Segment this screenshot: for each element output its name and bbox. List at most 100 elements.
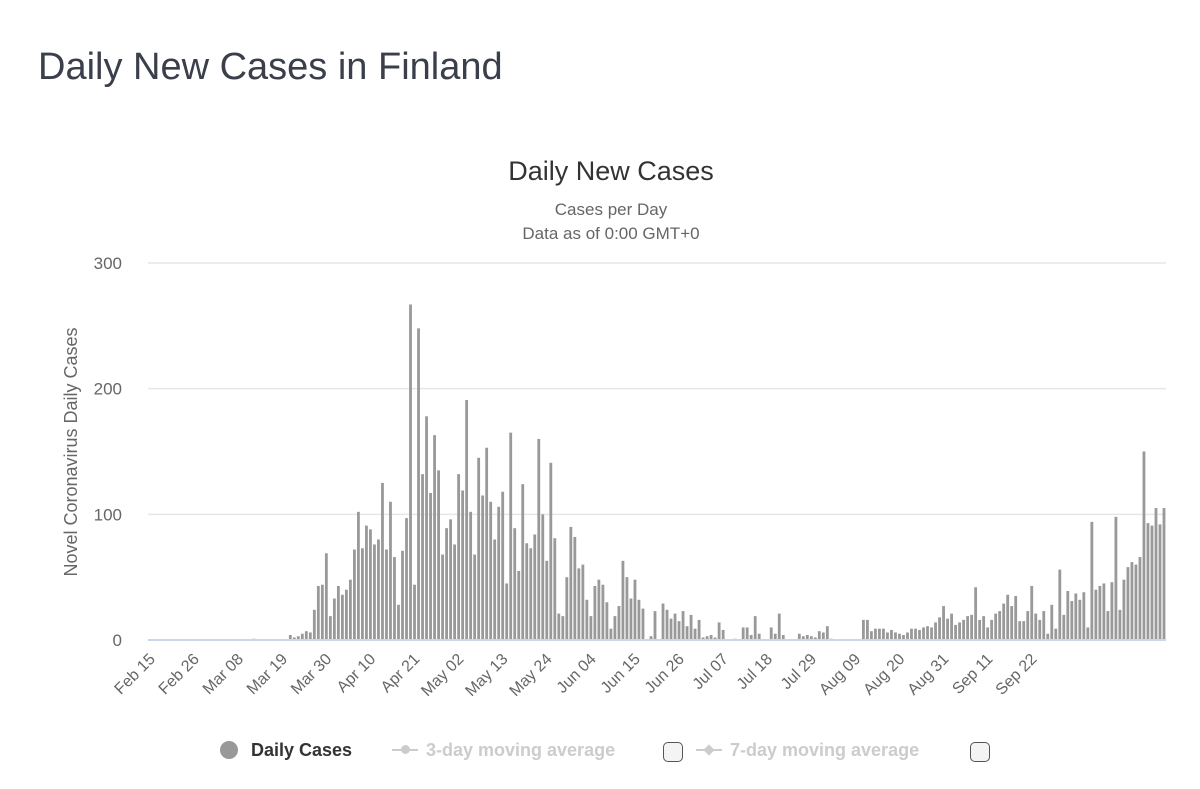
bar[interactable] — [393, 557, 396, 640]
bar[interactable] — [589, 616, 593, 640]
bar[interactable] — [629, 598, 633, 640]
bar[interactable] — [721, 629, 725, 640]
bar[interactable] — [709, 634, 713, 640]
bar[interactable] — [894, 632, 897, 640]
bar[interactable] — [1122, 579, 1126, 640]
bar[interactable] — [1158, 524, 1162, 640]
bar[interactable] — [938, 617, 941, 640]
bar[interactable] — [805, 634, 809, 640]
bar[interactable] — [1062, 614, 1066, 640]
bar[interactable] — [874, 628, 877, 640]
bar[interactable] — [529, 548, 533, 640]
bar[interactable] — [1126, 567, 1130, 640]
bar[interactable] — [773, 633, 777, 640]
bar[interactable] — [328, 616, 332, 640]
bar[interactable] — [982, 616, 986, 640]
bar[interactable] — [906, 632, 909, 640]
legend-daily-cases[interactable]: Daily Cases — [220, 735, 352, 765]
bar[interactable] — [365, 525, 368, 640]
bar[interactable] — [1002, 603, 1006, 640]
bar[interactable] — [1018, 621, 1022, 640]
bar[interactable] — [469, 511, 473, 640]
bar[interactable] — [958, 622, 961, 640]
bar[interactable] — [1102, 583, 1106, 640]
bar[interactable] — [801, 636, 805, 640]
bar[interactable] — [296, 636, 300, 640]
bar[interactable] — [348, 579, 352, 640]
bar[interactable] — [493, 539, 497, 640]
bar[interactable] — [288, 634, 292, 640]
bar[interactable] — [505, 583, 509, 640]
bar[interactable] — [757, 633, 761, 640]
bar[interactable] — [882, 628, 885, 640]
bar[interactable] — [304, 631, 308, 640]
bar[interactable] — [377, 539, 380, 640]
bar[interactable] — [429, 492, 432, 640]
bar[interactable] — [661, 603, 665, 640]
bar[interactable] — [1118, 609, 1122, 640]
bar[interactable] — [1146, 523, 1150, 640]
bar[interactable] — [1098, 585, 1102, 640]
bar[interactable] — [605, 602, 609, 640]
bar[interactable] — [565, 577, 569, 640]
bar[interactable] — [1078, 599, 1082, 640]
legend-toggle-checkbox-7-day[interactable] — [970, 742, 990, 762]
bar[interactable] — [541, 514, 545, 640]
bar[interactable] — [344, 589, 348, 640]
bar[interactable] — [1082, 592, 1086, 640]
bar[interactable] — [509, 432, 513, 640]
bar[interactable] — [1038, 619, 1042, 640]
bar[interactable] — [741, 627, 745, 640]
bar[interactable] — [481, 495, 485, 640]
bar[interactable] — [978, 619, 982, 640]
bar[interactable] — [866, 619, 869, 640]
bar[interactable] — [701, 637, 705, 640]
bar[interactable] — [533, 534, 537, 640]
bar[interactable] — [316, 585, 320, 640]
bar[interactable] — [569, 526, 573, 640]
bar[interactable] — [577, 568, 581, 640]
bar[interactable] — [825, 626, 829, 640]
bar[interactable] — [641, 608, 645, 640]
bar[interactable] — [689, 614, 693, 640]
bar[interactable] — [437, 470, 440, 640]
bar[interactable] — [525, 543, 529, 640]
bar[interactable] — [1142, 451, 1146, 641]
bar[interactable] — [886, 632, 889, 640]
bar[interactable] — [1134, 564, 1138, 640]
bar[interactable] — [974, 587, 978, 640]
bar[interactable] — [1106, 611, 1110, 640]
bar[interactable] — [357, 511, 360, 640]
bar[interactable] — [1026, 611, 1030, 640]
bar[interactable] — [497, 506, 501, 640]
bar[interactable] — [926, 626, 929, 640]
bar[interactable] — [990, 619, 994, 640]
bar[interactable] — [489, 501, 493, 640]
bar[interactable] — [557, 613, 561, 640]
bar[interactable] — [453, 544, 457, 640]
bar[interactable] — [1030, 585, 1034, 640]
bar[interactable] — [942, 606, 945, 640]
bar[interactable] — [681, 611, 685, 640]
bar[interactable] — [902, 634, 905, 640]
bar[interactable] — [966, 616, 970, 640]
bar[interactable] — [946, 618, 949, 640]
bar[interactable] — [613, 616, 617, 640]
bar[interactable] — [753, 616, 757, 640]
bar[interactable] — [521, 484, 525, 640]
bar[interactable] — [809, 636, 813, 640]
bar[interactable] — [353, 549, 356, 640]
bar[interactable] — [910, 628, 913, 640]
bar[interactable] — [445, 528, 448, 640]
legend-toggle-checkbox-3-day[interactable] — [663, 742, 683, 762]
bar[interactable] — [433, 435, 436, 640]
bar[interactable] — [517, 570, 521, 640]
bar[interactable] — [1090, 521, 1094, 640]
bar[interactable] — [308, 632, 312, 640]
bar[interactable] — [336, 585, 340, 640]
bar[interactable] — [705, 636, 709, 640]
bar[interactable] — [677, 621, 681, 640]
bar[interactable] — [970, 614, 974, 640]
bar[interactable] — [385, 549, 388, 640]
bar[interactable] — [421, 474, 424, 640]
